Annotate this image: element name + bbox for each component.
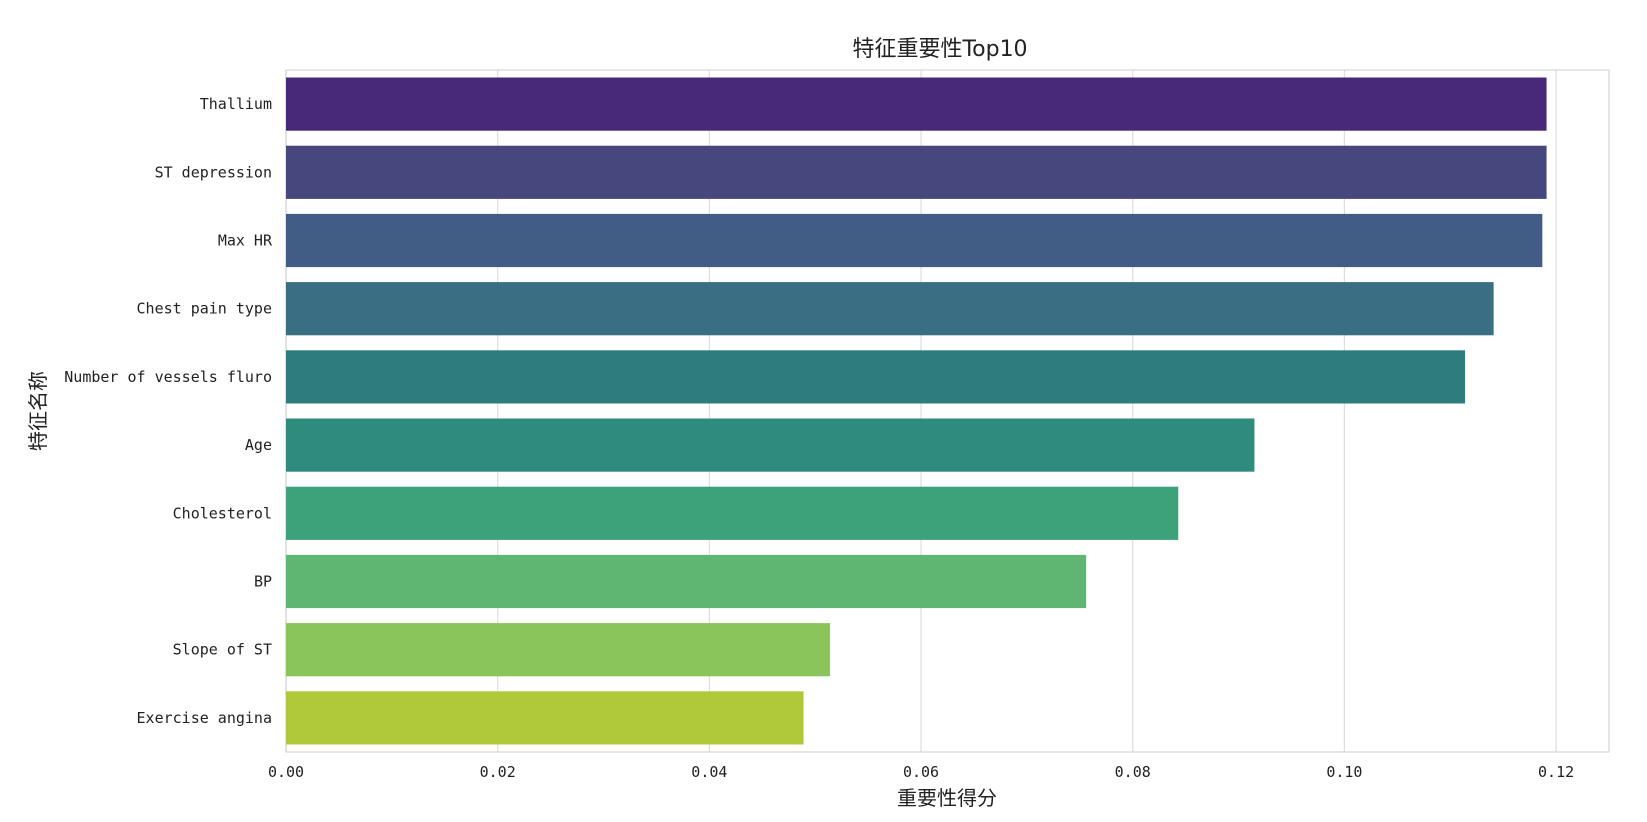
- x-tick-label: 0.06: [903, 763, 939, 781]
- x-tick-label: 0.10: [1326, 763, 1362, 781]
- x-axis-title: 重要性得分: [897, 786, 997, 810]
- bar-age: [286, 418, 1255, 472]
- y-tick-label: Exercise angina: [137, 709, 272, 727]
- bar-thallium: [286, 77, 1547, 131]
- y-tick-label: Cholesterol: [173, 504, 272, 522]
- y-tick-labels: Thallium ST depression Max HR Chest pain ty…: [64, 95, 273, 727]
- bar-cholesterol: [286, 486, 1179, 540]
- y-axis-title: 特征名称: [26, 371, 50, 451]
- chart-title: 特征重要性Top10: [852, 37, 1027, 62]
- x-tick-label: 0.08: [1115, 763, 1151, 781]
- y-tick-label: Max HR: [218, 232, 273, 250]
- bar-max-hr: [286, 213, 1543, 268]
- x-tick-label: 0.12: [1538, 763, 1574, 781]
- x-tick-label: 0.02: [480, 763, 516, 781]
- y-tick-label: Age: [245, 436, 272, 454]
- x-tick-labels: 0.00 0.02 0.04 0.06 0.08 0.10 0.12: [268, 763, 1574, 781]
- y-tick-label: Thallium: [200, 95, 272, 113]
- bars-layer: [286, 77, 1547, 745]
- bar-number-of-vessels-fluro: [286, 350, 1466, 404]
- y-tick-label: ST depression: [155, 163, 272, 181]
- y-tick-label: Number of vessels fluro: [64, 368, 272, 386]
- y-tick-label: BP: [254, 573, 272, 591]
- y-tick-label: Chest pain type: [137, 300, 272, 318]
- x-tick-label: 0.00: [268, 763, 304, 781]
- y-tick-label: Slope of ST: [173, 641, 272, 659]
- bar-bp: [286, 554, 1087, 609]
- bar-chest-pain-type: [286, 282, 1494, 336]
- bar-st-depression: [286, 145, 1547, 199]
- bar-slope-of-st: [286, 623, 831, 677]
- x-tick-label: 0.04: [691, 763, 727, 781]
- plot-frame: [285, 69, 1610, 753]
- bar-exercise-angina: [286, 691, 804, 745]
